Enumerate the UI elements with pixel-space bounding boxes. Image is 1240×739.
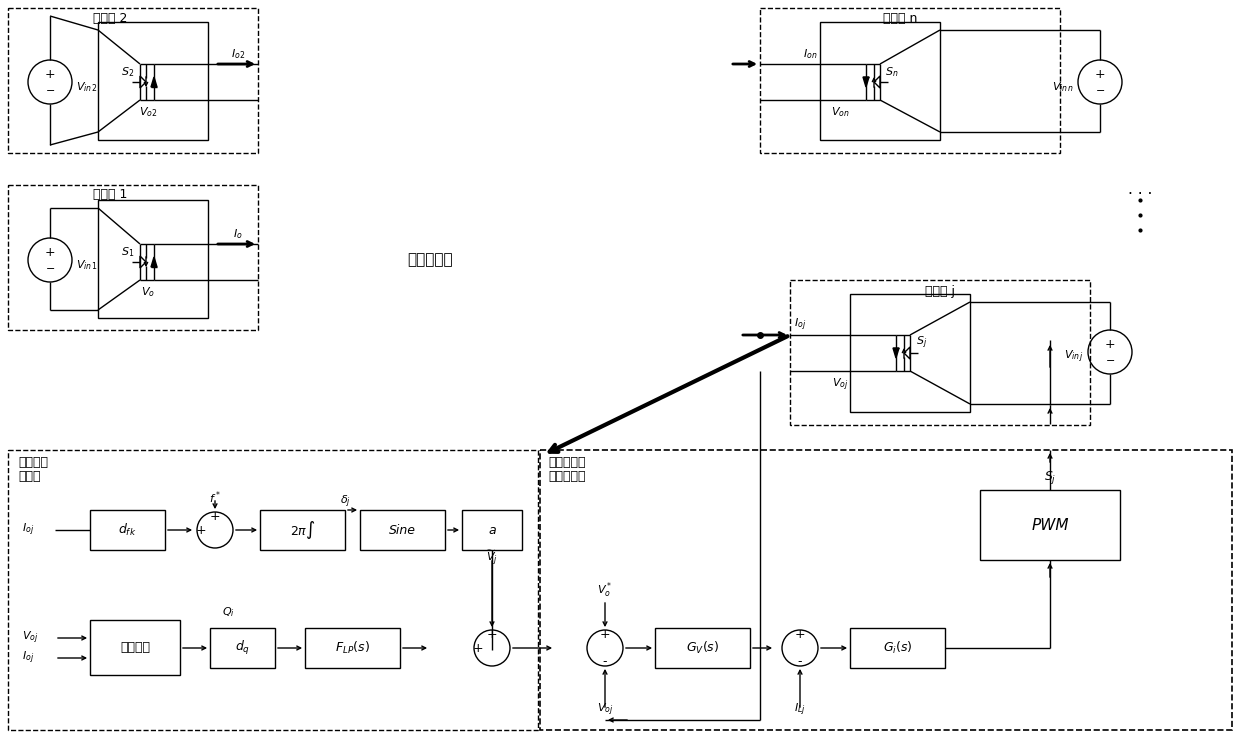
Text: $-$: $-$ xyxy=(1095,84,1105,94)
Text: 直流微电网: 直流微电网 xyxy=(407,253,453,268)
Text: PWM: PWM xyxy=(1032,517,1069,533)
Text: 控制器: 控制器 xyxy=(19,469,41,483)
Bar xyxy=(360,510,445,550)
Bar xyxy=(655,628,750,668)
Text: $V_{oj}$: $V_{oj}$ xyxy=(832,377,848,393)
Text: $I_{oj}$: $I_{oj}$ xyxy=(794,317,806,333)
Text: 电压电流双: 电压电流双 xyxy=(548,455,585,469)
Bar xyxy=(91,620,180,675)
Text: 功率计算: 功率计算 xyxy=(120,641,150,654)
Text: 注入频率: 注入频率 xyxy=(19,455,48,469)
Text: $-$: $-$ xyxy=(45,262,55,272)
Polygon shape xyxy=(863,77,869,87)
Bar xyxy=(463,510,522,550)
Text: $V_{oj}$: $V_{oj}$ xyxy=(596,702,614,718)
Bar xyxy=(91,510,165,550)
Text: $V_{o2}$: $V_{o2}$ xyxy=(139,105,157,119)
Text: $V_{oj}$: $V_{oj}$ xyxy=(22,630,38,646)
Text: 变换器 n: 变换器 n xyxy=(883,12,918,24)
Bar xyxy=(849,628,945,668)
Text: . . .: . . . xyxy=(1128,183,1152,197)
Bar xyxy=(820,22,940,140)
Text: $V_{on}$: $V_{on}$ xyxy=(831,105,849,119)
Bar xyxy=(7,185,258,330)
Bar xyxy=(980,490,1120,560)
Text: $G_V(s)$: $G_V(s)$ xyxy=(686,640,719,656)
Text: $-$: $-$ xyxy=(1105,354,1115,364)
Bar xyxy=(790,280,1090,425)
Text: +: + xyxy=(1095,69,1105,81)
Text: $\delta_j$: $\delta_j$ xyxy=(340,494,351,510)
Text: $2\pi\int$: $2\pi\int$ xyxy=(290,519,315,541)
Bar xyxy=(98,200,208,318)
Text: $S_n$: $S_n$ xyxy=(885,65,899,79)
Text: +: + xyxy=(210,509,221,522)
Text: $\widetilde{V}_j$: $\widetilde{V}_j$ xyxy=(486,548,498,568)
Bar xyxy=(210,628,275,668)
Text: $I_{on}$: $I_{on}$ xyxy=(802,47,817,61)
Text: +: + xyxy=(486,627,497,641)
Text: +: + xyxy=(1105,338,1115,352)
Text: $V_{in\,j}$: $V_{in\,j}$ xyxy=(1064,349,1084,365)
Text: Sine: Sine xyxy=(389,523,415,537)
Polygon shape xyxy=(151,257,157,267)
Text: +: + xyxy=(45,69,56,81)
Text: $V_o$: $V_o$ xyxy=(141,285,155,299)
Text: 变换器 j: 变换器 j xyxy=(925,285,955,299)
Text: +: + xyxy=(600,627,610,641)
Text: $f^*$: $f^*$ xyxy=(210,490,221,506)
Text: -: - xyxy=(797,655,802,669)
Text: $I_{oj}$: $I_{oj}$ xyxy=(22,522,35,538)
Text: $V_o^*$: $V_o^*$ xyxy=(598,580,613,600)
Text: $Q_i$: $Q_i$ xyxy=(222,605,234,619)
Text: $I_{oj}$: $I_{oj}$ xyxy=(22,650,35,666)
Bar xyxy=(539,450,1233,730)
Text: $V_{in\,n}$: $V_{in\,n}$ xyxy=(1052,80,1074,94)
Text: $S_j$: $S_j$ xyxy=(916,335,928,351)
Text: $I_o$: $I_o$ xyxy=(233,227,243,241)
Text: $G_i(s)$: $G_i(s)$ xyxy=(883,640,913,656)
Bar xyxy=(849,294,970,412)
Text: -: - xyxy=(603,655,608,669)
Text: $d_{fk}$: $d_{fk}$ xyxy=(118,522,136,538)
Text: $V_{in\,1}$: $V_{in\,1}$ xyxy=(76,258,98,272)
Text: $-$: $-$ xyxy=(45,84,55,94)
Text: $I_{Lj}$: $I_{Lj}$ xyxy=(794,702,806,718)
Text: $S_2$: $S_2$ xyxy=(122,65,135,79)
Text: $F_{LP}(s)$: $F_{LP}(s)$ xyxy=(335,640,370,656)
Text: $I_{o2}$: $I_{o2}$ xyxy=(231,47,246,61)
Text: $a$: $a$ xyxy=(487,523,496,537)
Polygon shape xyxy=(893,348,899,358)
Text: +: + xyxy=(472,641,484,655)
Text: +: + xyxy=(45,247,56,259)
Text: +: + xyxy=(196,523,206,537)
Text: $V_{in\,2}$: $V_{in\,2}$ xyxy=(76,80,98,94)
Bar xyxy=(305,628,401,668)
Bar xyxy=(260,510,345,550)
Bar xyxy=(98,22,208,140)
Text: +: + xyxy=(795,627,805,641)
Polygon shape xyxy=(151,77,157,87)
Text: 闭环控制器: 闭环控制器 xyxy=(548,469,585,483)
Text: 变换器 2: 变换器 2 xyxy=(93,12,128,24)
Bar xyxy=(7,8,258,153)
Text: $d_q$: $d_q$ xyxy=(234,639,250,657)
Bar xyxy=(7,450,538,730)
Text: 变换器 1: 变换器 1 xyxy=(93,188,128,202)
Bar xyxy=(760,8,1060,153)
Text: $S_1$: $S_1$ xyxy=(122,245,135,259)
Text: $S_j$: $S_j$ xyxy=(1044,469,1056,486)
